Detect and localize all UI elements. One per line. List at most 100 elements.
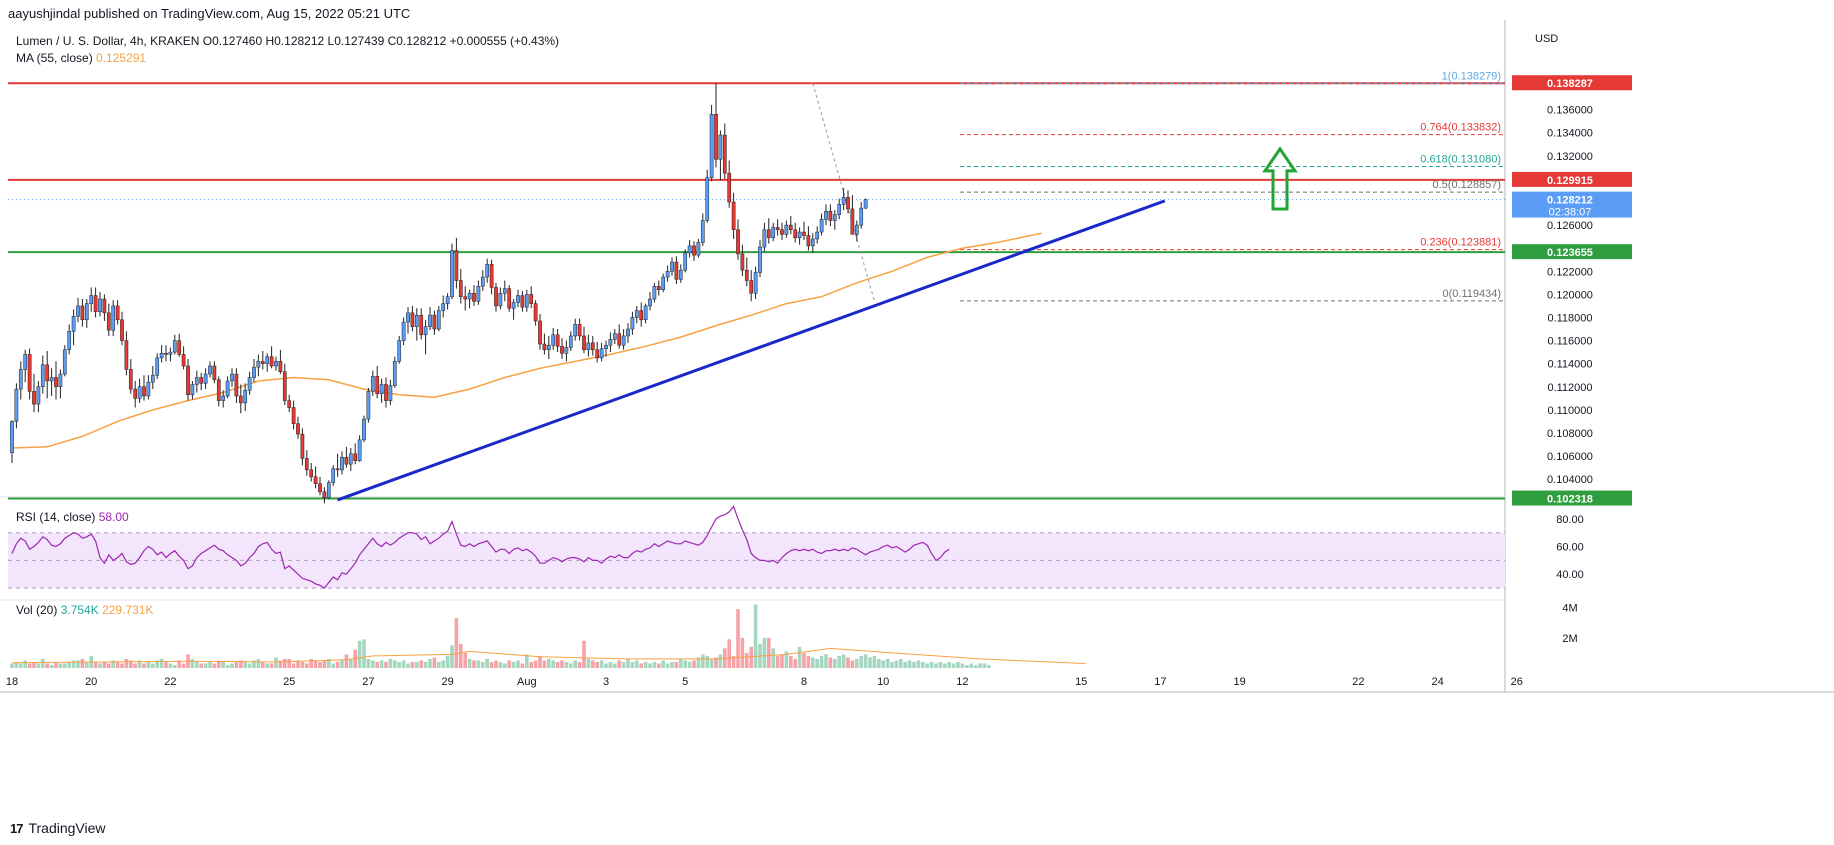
candle-body <box>58 373 63 388</box>
candle <box>45 350 50 399</box>
candle <box>326 480 331 499</box>
volume-bar <box>441 660 445 668</box>
candle-body <box>683 252 688 271</box>
volume-bar <box>256 658 261 668</box>
candle <box>775 219 780 236</box>
price-tick: 0.122000 <box>1547 266 1593 278</box>
candle-body <box>551 334 556 346</box>
candle-body <box>665 271 670 278</box>
candle <box>27 348 32 400</box>
volume-bar <box>80 658 85 668</box>
volume-legend: Vol (20) 3.754K 229.731K <box>16 603 153 617</box>
volume-bar <box>621 661 626 668</box>
candle-body <box>362 418 366 441</box>
candle <box>89 287 94 312</box>
candle <box>810 233 815 253</box>
time-tick: 26 <box>1511 676 1523 688</box>
candle <box>806 226 811 251</box>
volume-bar <box>736 609 740 668</box>
volume-bar <box>679 658 683 668</box>
volume-bar <box>828 657 833 668</box>
candle-body <box>832 214 837 221</box>
candle <box>265 353 270 372</box>
candle-body <box>700 220 705 243</box>
volume-bar <box>833 658 837 668</box>
candle <box>802 221 806 241</box>
volume-bar <box>195 661 199 668</box>
candle-body <box>480 276 485 287</box>
candle <box>753 266 758 300</box>
volume-bar <box>481 661 485 668</box>
candle-body <box>40 364 45 388</box>
candle-body <box>546 344 551 351</box>
price-tick: 0.118000 <box>1547 312 1592 324</box>
volume-bar <box>287 658 291 668</box>
volume-tick: 4M <box>1562 603 1577 615</box>
volume-bar <box>859 655 863 668</box>
volume-bar <box>969 663 973 668</box>
candle-body <box>296 423 300 435</box>
candle-body <box>824 211 828 220</box>
candle-body <box>62 349 67 375</box>
brand-name: TradingView <box>28 820 106 836</box>
volume-bar <box>868 657 872 668</box>
volume-bar <box>177 660 181 668</box>
price-tick: 0.134000 <box>1547 128 1593 140</box>
candle-body <box>326 482 331 498</box>
candle-body <box>709 114 714 179</box>
price-label-bg <box>1512 490 1632 506</box>
candle <box>568 331 573 351</box>
volume-bar <box>586 658 591 668</box>
candle-body <box>366 391 371 420</box>
candle <box>595 341 600 363</box>
candle-body <box>661 276 666 291</box>
candle <box>340 451 344 475</box>
candle-body <box>410 312 415 327</box>
candle-body <box>260 361 265 364</box>
candle-body <box>388 385 393 401</box>
volume-bar <box>630 661 635 668</box>
axis-unit: USD <box>1535 33 1558 45</box>
candle-body <box>265 356 270 364</box>
candle <box>436 305 441 332</box>
volume-bar <box>225 664 230 668</box>
volume-bar <box>947 661 951 668</box>
trendline-layer <box>337 199 1166 502</box>
candle <box>80 299 85 327</box>
time-tick: 19 <box>1233 676 1245 688</box>
price-label-text: 0.129915 <box>1547 175 1593 187</box>
candle-body <box>172 340 177 353</box>
candle <box>115 300 120 325</box>
candle <box>599 342 604 362</box>
volume-bar <box>445 655 450 668</box>
candle-body <box>168 351 173 355</box>
candle <box>194 370 199 393</box>
candle-body <box>564 347 569 354</box>
volume-bar <box>85 661 89 668</box>
candle-body <box>67 331 72 351</box>
volume-bar <box>331 663 335 668</box>
ohlc-values: O0.127460 H0.128212 L0.127439 C0.128212 … <box>203 34 559 48</box>
candle-body <box>810 238 815 247</box>
volume-bar <box>657 663 661 668</box>
candle-body <box>432 314 437 330</box>
volume-bar <box>146 661 151 668</box>
volume-bar <box>274 657 278 668</box>
candle-body <box>344 456 349 465</box>
candle-body <box>621 335 626 346</box>
candle <box>463 286 468 311</box>
candle-body <box>115 305 120 321</box>
candle <box>617 324 622 349</box>
candle <box>560 338 564 360</box>
rsi-line <box>11 505 950 589</box>
volume-bar <box>252 660 256 668</box>
candle <box>177 333 182 357</box>
volume-bar <box>613 663 617 668</box>
candle-body <box>502 288 507 294</box>
candle <box>639 302 644 327</box>
candle-body <box>674 261 679 280</box>
candle <box>731 192 736 239</box>
candle-body <box>392 361 397 386</box>
bar-countdown: 02:38:07 <box>1549 207 1592 219</box>
candle <box>291 400 296 430</box>
